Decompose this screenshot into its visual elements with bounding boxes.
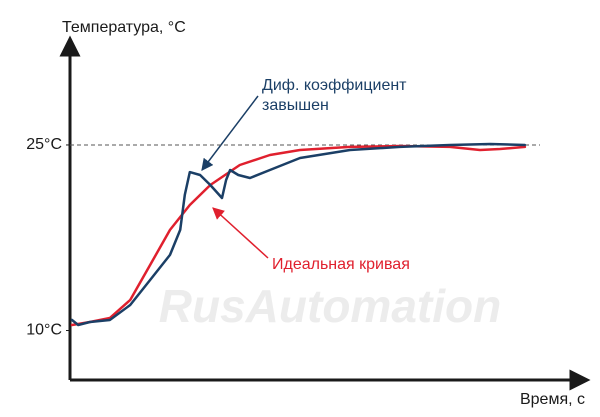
annotation: Диф. коэффициент — [262, 77, 407, 94]
y-axis-label: Температура, °C — [62, 19, 186, 36]
y-tick-label: 10°C — [26, 322, 62, 339]
x-axis-label: Время, с — [520, 391, 585, 408]
annotation: завышен — [262, 97, 329, 114]
annotation-arrow — [201, 95, 259, 171]
y-tick-label: 25°C — [26, 136, 62, 153]
watermark: RusAutomation — [159, 280, 501, 332]
line — [70, 144, 527, 327]
annotation-arrow — [212, 207, 269, 259]
annotation: Идеальная кривая — [272, 256, 410, 273]
line — [70, 142, 527, 327]
